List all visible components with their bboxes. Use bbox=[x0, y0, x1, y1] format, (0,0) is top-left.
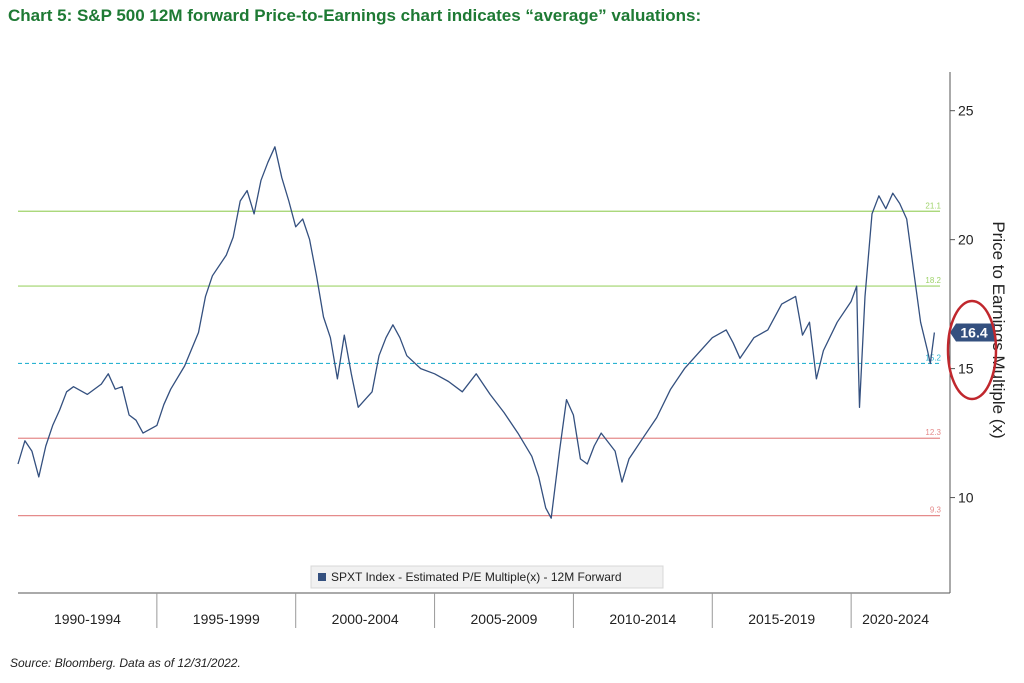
x-period-label: 1990-1994 bbox=[54, 611, 121, 627]
legend: SPXT Index - Estimated P/E Multiple(x) -… bbox=[310, 565, 664, 589]
reference-line-label: 21.1 bbox=[925, 201, 941, 210]
highlight-circle bbox=[946, 299, 998, 401]
x-period-label: 2020-2024 bbox=[862, 611, 929, 627]
x-period-label: 2010-2014 bbox=[609, 611, 676, 627]
reference-line-label: 9.3 bbox=[930, 506, 942, 515]
y-axis-title: Price to Earnings Multiple (x) bbox=[989, 221, 1008, 438]
x-period-label: 2000-2004 bbox=[332, 611, 399, 627]
reference-lines: 21.1 18.2 15.2 12.3 9.3 bbox=[18, 201, 942, 517]
last-value-badge: 16.4 bbox=[950, 323, 995, 342]
series-line bbox=[17, 146, 936, 519]
x-axis-periods: 1990-1994 1995-1999 2000-2004 2005-2009 2010… bbox=[54, 593, 929, 628]
y-tick-label: 10 bbox=[958, 490, 974, 506]
x-period-label: 2005-2009 bbox=[471, 611, 538, 627]
legend-box bbox=[310, 565, 664, 589]
y-tick-label: 15 bbox=[958, 361, 974, 377]
chart-title: Chart 5: S&P 500 12M forward Price-to-Ea… bbox=[8, 6, 702, 25]
y-axis: 10 15 20 25 bbox=[950, 103, 974, 506]
x-period-label: 1995-1999 bbox=[193, 611, 260, 627]
source-note: Source: Bloomberg. Data as of 12/31/2022… bbox=[10, 656, 241, 670]
y-tick-label: 20 bbox=[958, 232, 974, 248]
legend-label: SPXT Index - Estimated P/E Multiple(x) -… bbox=[331, 570, 622, 584]
reference-line-label: 15.2 bbox=[925, 353, 941, 362]
last-value-badge-shape bbox=[950, 323, 995, 342]
y-tick-label: 25 bbox=[958, 103, 974, 119]
last-value-label: 16.4 bbox=[960, 325, 987, 341]
reference-line-label: 18.2 bbox=[925, 276, 941, 285]
series-layer bbox=[17, 146, 936, 519]
legend-swatch bbox=[318, 573, 326, 581]
x-period-label: 2015-2019 bbox=[748, 611, 815, 627]
reference-line-label: 12.3 bbox=[925, 428, 941, 437]
